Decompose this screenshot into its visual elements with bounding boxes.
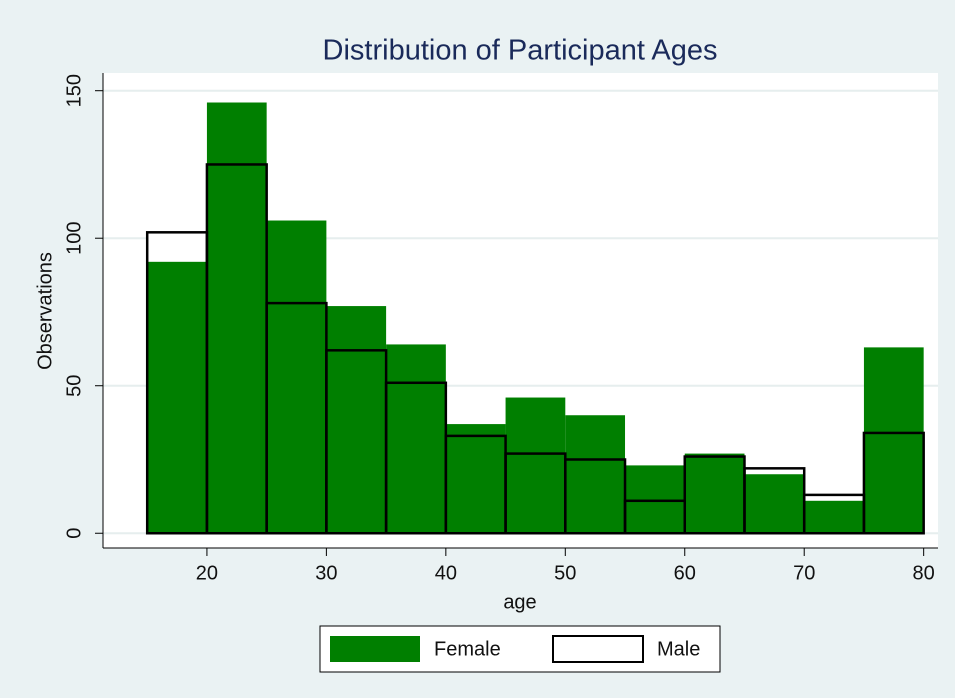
bar [505, 397, 566, 534]
bar [206, 102, 267, 534]
y-tick-label: 100 [63, 222, 85, 255]
bar [326, 306, 387, 534]
bar [684, 453, 745, 534]
y-tick-label: 150 [63, 74, 85, 107]
y-tick-label: 50 [63, 375, 85, 397]
legend-swatch [552, 635, 644, 663]
bar [862, 431, 925, 535]
x-tick-label: 30 [315, 562, 337, 584]
bar [804, 500, 864, 534]
x-tick-label: 60 [674, 562, 696, 584]
bar [625, 465, 685, 534]
x-tick-label: 20 [196, 562, 218, 584]
legend-swatch [330, 636, 420, 662]
chart-title: Distribution of Participant Ages [323, 35, 718, 67]
bar [445, 424, 506, 534]
x-tick-label: 80 [913, 562, 935, 584]
legend-label: Female [434, 638, 501, 660]
bar [386, 344, 446, 534]
bar [863, 347, 924, 534]
x-tick-label: 40 [435, 562, 457, 584]
y-axis-label: Observations [34, 252, 56, 370]
bar [266, 220, 327, 534]
bar [564, 458, 627, 535]
y-tick-label: 0 [63, 528, 85, 539]
bar [565, 415, 626, 534]
bar [744, 474, 805, 534]
x-tick-label: 50 [554, 562, 576, 584]
bar [147, 261, 207, 534]
x-tick-label: 70 [793, 562, 815, 584]
x-axis-label: age [503, 591, 536, 613]
legend-label: Male [657, 638, 700, 660]
